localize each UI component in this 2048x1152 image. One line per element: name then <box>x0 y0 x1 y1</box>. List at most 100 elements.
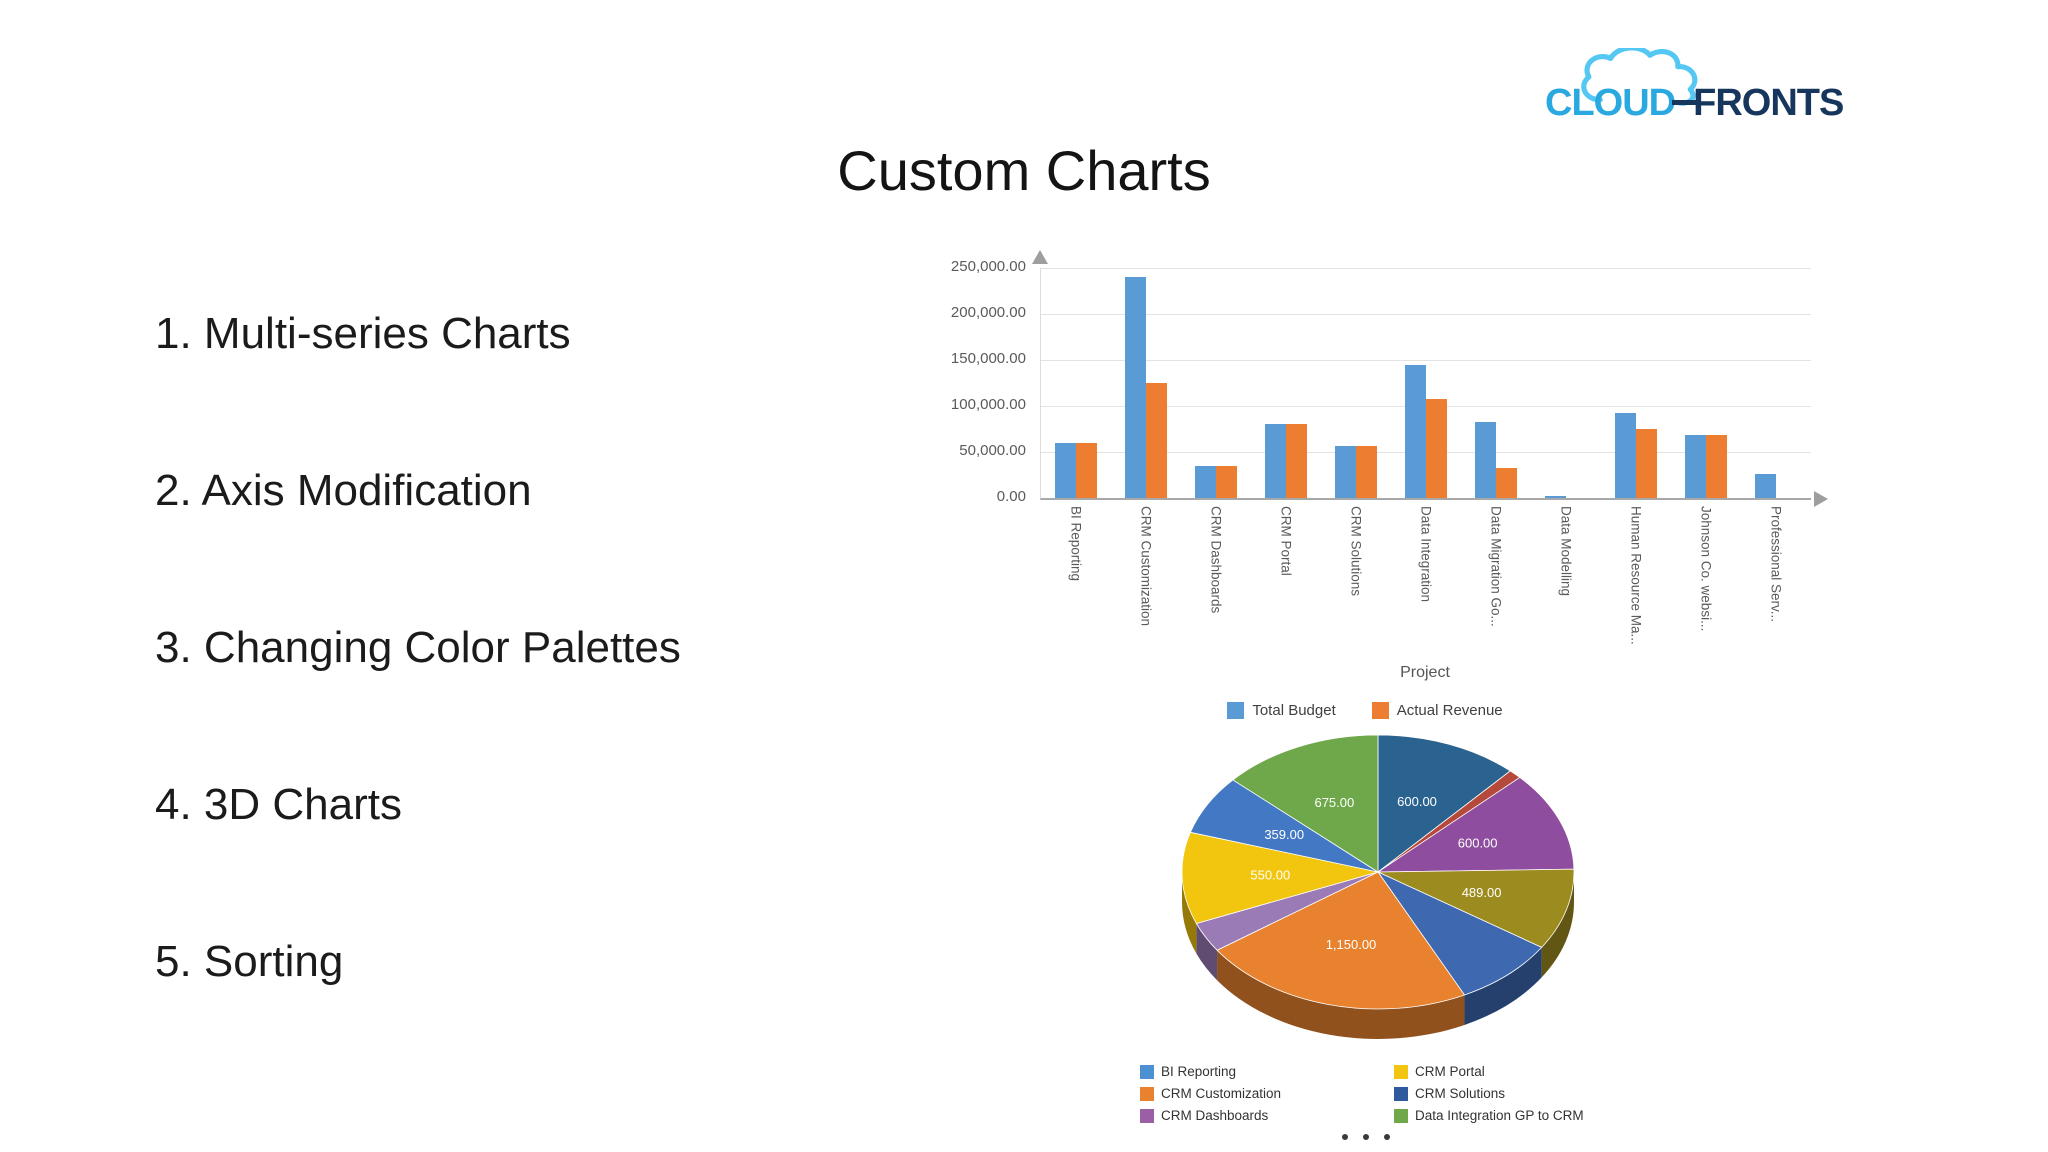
y-axis-arrow-icon <box>1032 250 1048 264</box>
bar-total-budget <box>1615 413 1636 498</box>
x-axis-title: Project <box>1400 664 1450 681</box>
pie-chart-legend: BI Reporting CRM Portal CRM Customization C… <box>1140 1064 1764 1123</box>
pie-slice <box>1232 734 1379 873</box>
pie-slice <box>1376 871 1543 996</box>
list-item-1: 1. Multi-series Charts <box>155 309 571 358</box>
bar-actual-revenue <box>1496 468 1517 498</box>
cloud-logo-icon <box>1581 48 1698 106</box>
legend-item: CRM Customization <box>1140 1086 1394 1101</box>
x-tick-label: Data Modelling <box>1558 506 1573 597</box>
x-tick-label: Data Integration <box>1418 506 1433 603</box>
legend-item: CRM Dashboards <box>1140 1108 1394 1123</box>
bar-total-budget <box>1055 443 1076 498</box>
pie-slice <box>1377 868 1575 948</box>
gridline <box>1041 268 1811 269</box>
bar-total-budget <box>1685 435 1706 498</box>
legend-label: CRM Portal <box>1415 1064 1485 1079</box>
bar-chart-plot-area <box>1040 268 1811 500</box>
bar-total-budget <box>1755 474 1776 498</box>
pie-data-label: 600.00 <box>1397 794 1437 809</box>
legend-label: Actual Revenue <box>1396 702 1503 719</box>
legend-label: Data Integration GP to CRM <box>1415 1108 1584 1123</box>
bar-actual-revenue <box>1216 466 1237 498</box>
pie-data-label: 600.00 <box>1458 835 1498 850</box>
legend-swatch <box>1394 1086 1408 1101</box>
legend-item: CRM Solutions <box>1394 1086 1764 1101</box>
logo-word-cloud: CLOUD <box>1545 82 1676 124</box>
x-axis-labels: BI Reporting CRM Customization CRM Dashboa… <box>1040 506 1810 658</box>
legend-label: CRM Dashboards <box>1161 1108 1269 1123</box>
bar-total-budget <box>1475 422 1496 498</box>
y-tick-label: 50,000.00 <box>959 442 1026 459</box>
list-item-5: 5. Sorting <box>155 937 344 986</box>
legend-swatch <box>1140 1086 1154 1101</box>
y-tick-label: 0.00 <box>996 488 1026 505</box>
x-tick-label: Human Resource Ma... <box>1628 506 1643 645</box>
bar-actual-revenue <box>1146 383 1167 498</box>
feature-list: 1. Multi-series Charts 2. Axis Modificat… <box>155 312 681 1097</box>
legend-item: Actual Revenue <box>1371 702 1503 719</box>
pie-data-label: 675.00 <box>1314 795 1354 810</box>
legend-label: BI Reporting <box>1161 1064 1237 1079</box>
legend-swatch <box>1394 1064 1408 1079</box>
legend-swatch <box>1227 702 1245 719</box>
page-title: Custom Charts <box>837 139 1211 202</box>
x-tick-label: Professional Serv... <box>1768 506 1783 623</box>
bar-actual-revenue <box>1636 429 1657 498</box>
pie-data-label: 550.00 <box>1250 867 1290 882</box>
pie-slice <box>1377 734 1511 873</box>
legend-label: CRM Customization <box>1161 1086 1282 1101</box>
legend-swatch <box>1140 1064 1154 1079</box>
pie-slice <box>1216 871 1466 1010</box>
pie-slice-side <box>1217 950 1465 1039</box>
pagination-dot <box>1384 1134 1390 1140</box>
bar-actual-revenue <box>1286 424 1307 498</box>
cloudfronts-logo: CLOUD FRONTS <box>1545 48 1845 140</box>
logo-dash <box>1672 100 1697 105</box>
x-tick-label: CRM Dashboards <box>1208 506 1223 614</box>
pie-slice-side <box>1464 947 1542 1025</box>
bar-total-budget <box>1335 446 1356 498</box>
pie-data-label: 359.00 <box>1264 827 1304 842</box>
bar-actual-revenue <box>1706 435 1727 498</box>
bar-total-budget <box>1265 424 1286 498</box>
y-tick-label: 200,000.00 <box>950 304 1026 321</box>
legend-swatch <box>1140 1108 1154 1123</box>
legend-item: Total Budget <box>1227 702 1336 719</box>
x-tick-label: BI Reporting <box>1068 506 1083 582</box>
list-item-4: 4. 3D Charts <box>155 780 402 829</box>
logo-word-fronts: FRONTS <box>1693 82 1844 124</box>
pie-chart-svg: 600.00 600.00 489.00 1,150.00 550.00 359.00 67… <box>1181 734 1575 1039</box>
x-axis-arrow-icon <box>1814 491 1828 507</box>
bar-chart: 250,000.00 200,000.00 150,000.00 100,000.00… <box>920 250 1830 750</box>
bar-total-budget <box>1545 496 1566 498</box>
bar-actual-revenue <box>1426 399 1447 498</box>
list-item-3: 3. Changing Color Palettes <box>155 623 681 672</box>
bar-actual-revenue <box>1076 443 1097 498</box>
pie-slice-side <box>1196 923 1218 981</box>
bar-total-budget <box>1125 277 1146 498</box>
y-tick-label: 150,000.00 <box>950 350 1026 367</box>
y-tick-label: 250,000.00 <box>950 258 1026 275</box>
bar-total-budget <box>1195 466 1216 498</box>
pie-slice-side <box>1182 872 1197 954</box>
bar-total-budget <box>1405 365 1426 498</box>
pie-slice <box>1376 776 1575 873</box>
legend-swatch <box>1394 1108 1408 1123</box>
y-tick-label: 100,000.00 <box>950 396 1026 413</box>
legend-item: Data Integration GP to CRM <box>1394 1108 1764 1123</box>
x-tick-label: Data Migration Go... <box>1488 506 1503 627</box>
pie-data-label: 489.00 <box>1462 885 1502 900</box>
pie-chart: 600.00 600.00 489.00 1,150.00 550.00 359.00 67… <box>1150 722 1610 1052</box>
gridline <box>1041 314 1811 315</box>
logo-text: CLOUD FRONTS <box>1545 82 1844 125</box>
pagination-dot <box>1342 1134 1348 1140</box>
x-tick-label: CRM Customization <box>1138 506 1153 627</box>
gridline <box>1041 360 1811 361</box>
pie-slice-side <box>1541 872 1574 978</box>
legend-swatch <box>1371 702 1389 719</box>
pagination-dot <box>1363 1134 1369 1140</box>
legend-item: CRM Portal <box>1394 1064 1764 1079</box>
x-tick-label: CRM Solutions <box>1348 506 1363 597</box>
